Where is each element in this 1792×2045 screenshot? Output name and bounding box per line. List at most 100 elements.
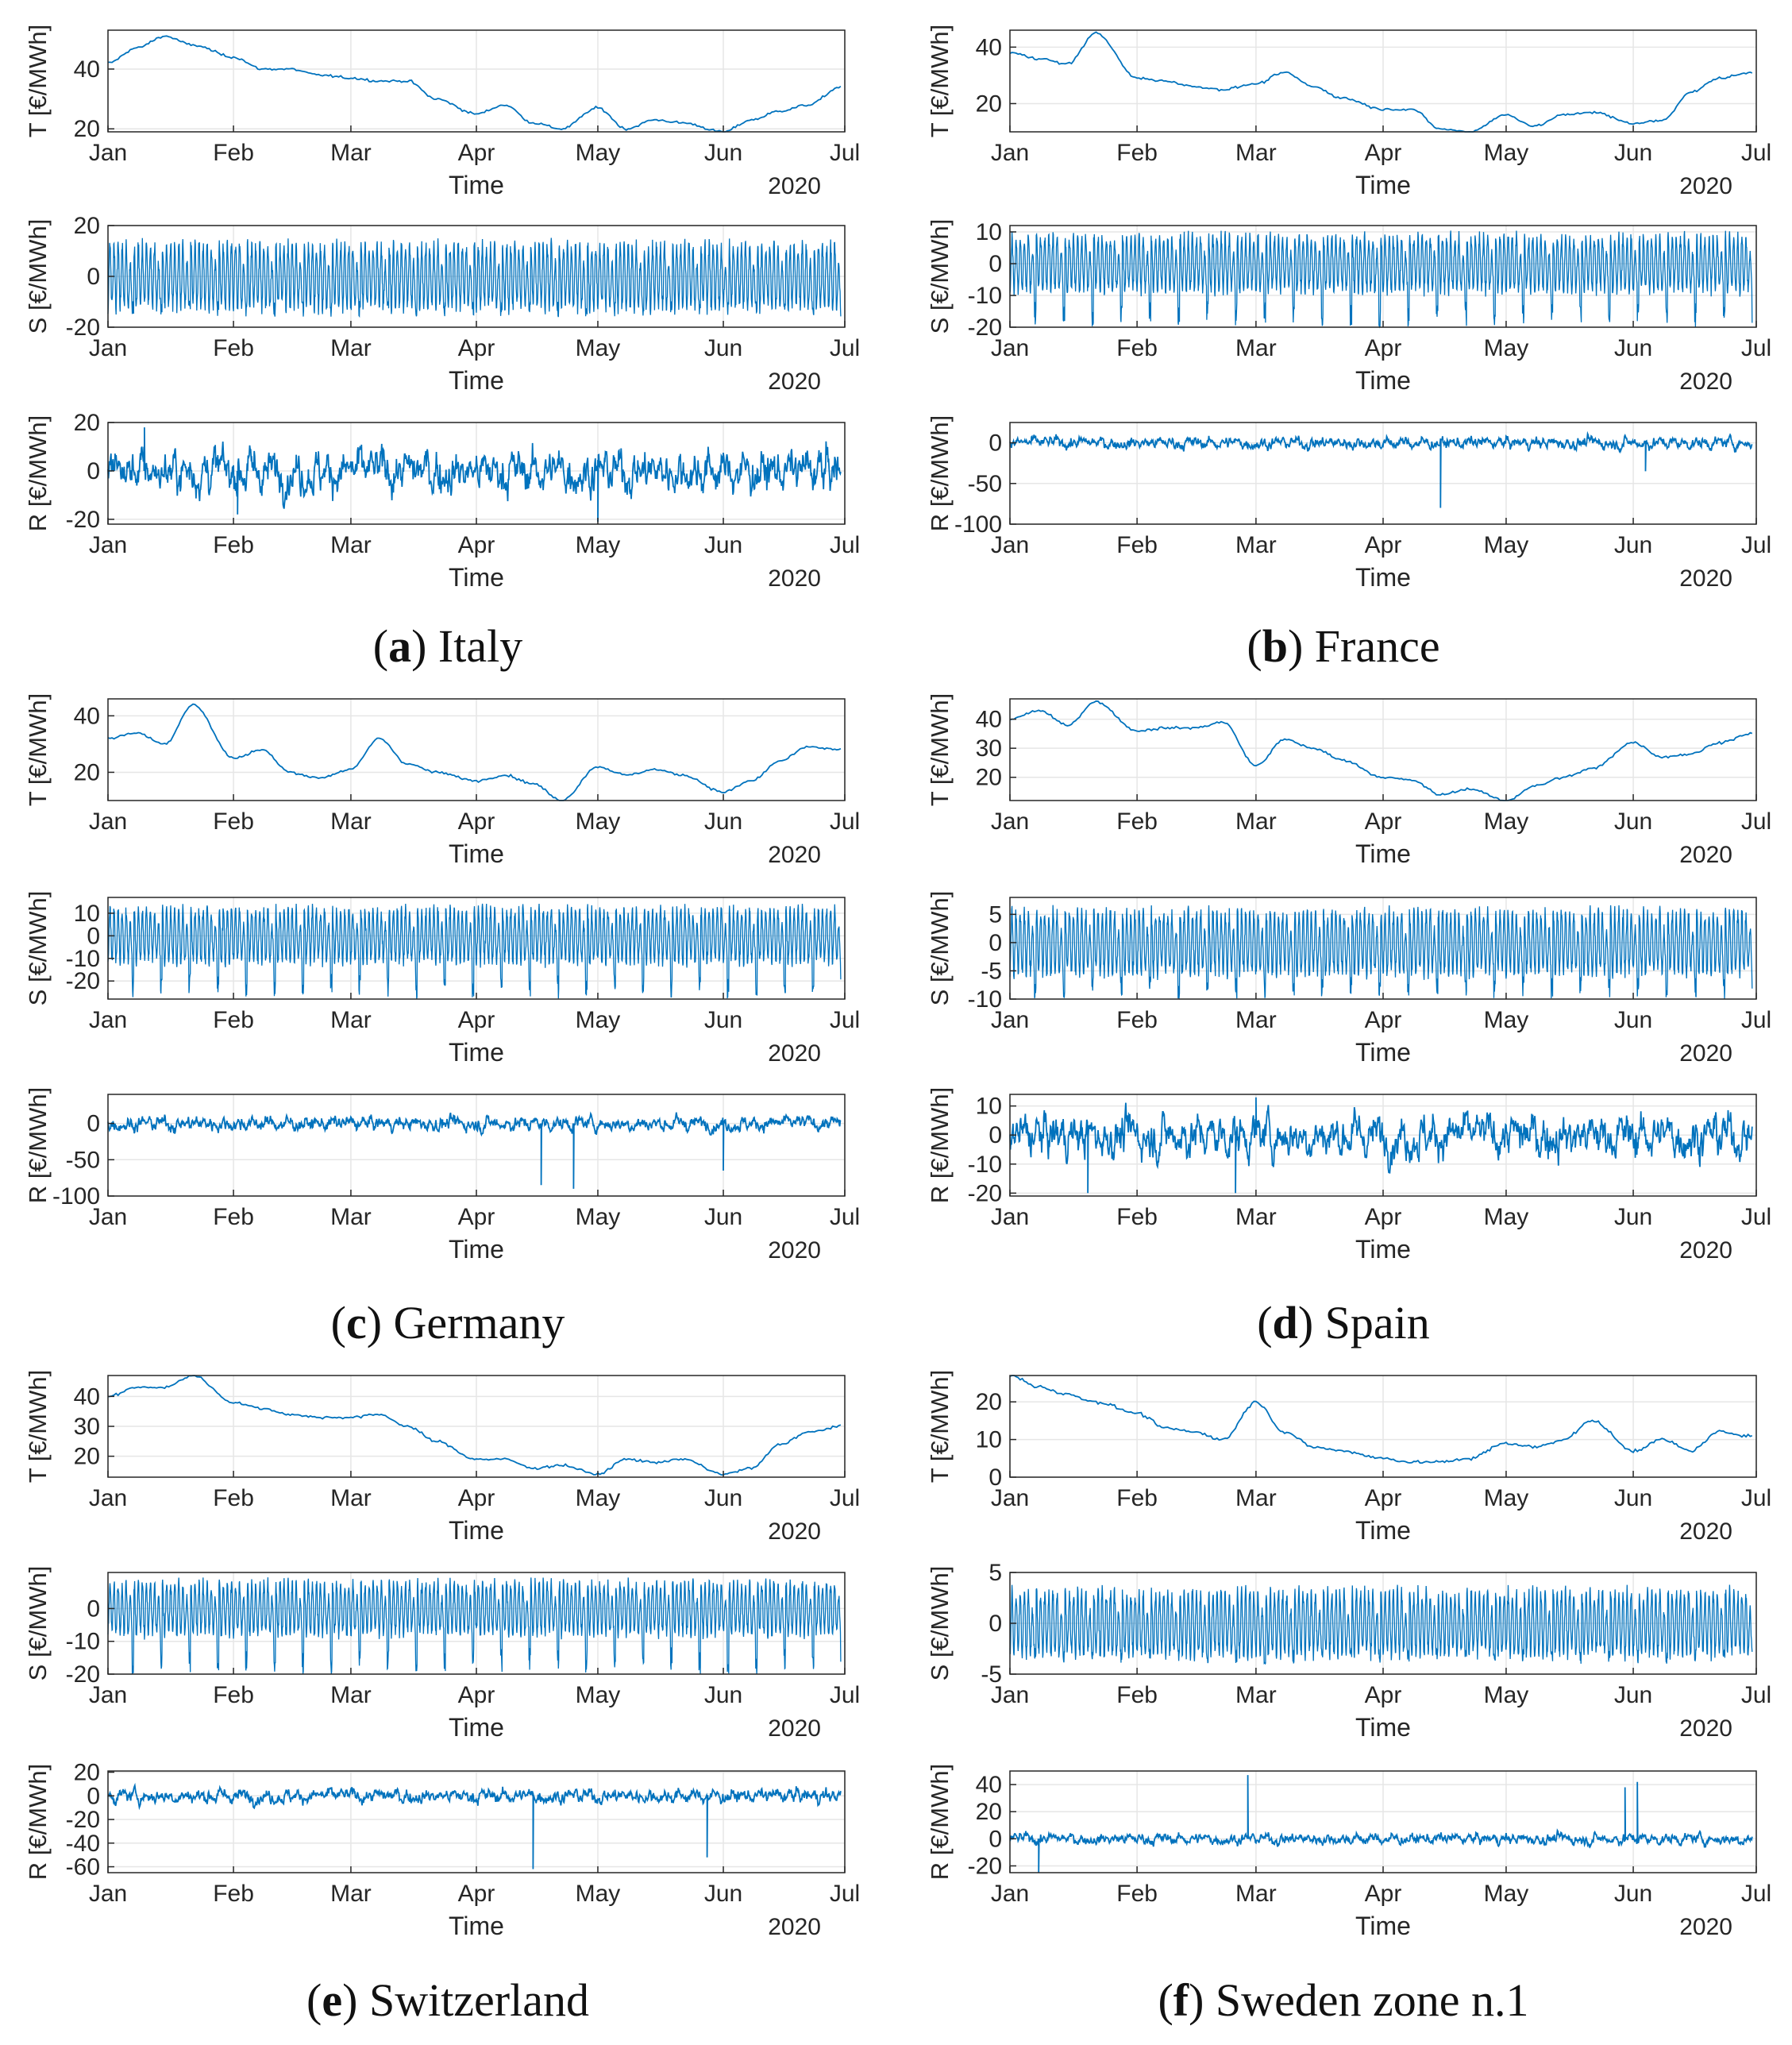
ytick-label: 20	[74, 213, 100, 239]
xtick-label: Jan	[991, 1204, 1029, 1230]
ytick-label: 0	[87, 1595, 100, 1622]
caption-e: (e) Switzerland	[306, 1974, 589, 2026]
ytick-label: -40	[66, 1831, 100, 1857]
ytick-label: 0	[988, 930, 1002, 956]
xtick-label: May	[576, 335, 621, 361]
xtick-label: Mar	[330, 140, 372, 166]
series-line-a-T	[108, 35, 842, 133]
series-line-f-S	[1009, 1584, 1753, 1665]
y-axis-label: T [€/MWh]	[926, 25, 954, 137]
xtick-label: Jun	[704, 1204, 742, 1230]
xtick-label: Apr	[1365, 335, 1402, 361]
xtick-label: Mar	[1235, 1881, 1277, 1907]
ytick-label: 20	[74, 1444, 100, 1470]
xtick-label: May	[576, 532, 621, 558]
x-axis-label: Time	[1355, 1713, 1411, 1742]
year-label: 2020	[1679, 1715, 1732, 1742]
y-axis-label: T [€/MWh]	[926, 1370, 954, 1483]
year-label: 2020	[1679, 1914, 1732, 1940]
x-axis-label: Time	[449, 1912, 504, 1940]
xtick-label: May	[576, 1204, 621, 1230]
year-label: 2020	[768, 1518, 821, 1545]
subplot-e-T: 20 30 40 Jan Feb Mar Apr May Jun Jul Time 2020 T [€/…	[24, 1370, 860, 1545]
xtick-label: Feb	[213, 532, 254, 558]
xtick-label: Jan	[89, 335, 127, 361]
ytick-label: -10	[66, 1629, 100, 1655]
ytick-label: -5	[981, 958, 1002, 984]
xtick-label: Jul	[830, 335, 860, 361]
xtick-label: Jul	[1741, 1682, 1771, 1708]
series-line-c-T	[107, 703, 842, 801]
xtick-label: Jul	[830, 140, 860, 166]
xtick-label: Jan	[991, 808, 1029, 835]
year-label: 2020	[768, 1040, 821, 1067]
ytick-label: 0	[87, 264, 100, 290]
xtick-label: Jun	[1614, 1881, 1652, 1907]
y-axis-label: S [€/MWh]	[24, 1566, 52, 1681]
x-axis-label: Time	[1355, 1235, 1411, 1264]
xtick-label: Jul	[830, 532, 860, 558]
ytick-label: -100	[954, 511, 1002, 538]
ytick-label: -20	[66, 968, 100, 994]
xtick-label: Jan	[89, 1485, 127, 1511]
caption-b: (b) France	[1247, 620, 1440, 672]
xtick-label: Jan	[991, 1007, 1029, 1033]
ytick-label: 20	[74, 116, 100, 142]
panel-c: 20 40 Jan Feb Mar Apr May Jun Jul Time 2020 T [€/MW…	[24, 693, 860, 1264]
xtick-label: May	[576, 140, 621, 166]
x-axis-label: Time	[449, 1235, 504, 1264]
series-line-c-S	[107, 903, 842, 999]
x-axis-label: Time	[1355, 563, 1411, 592]
y-axis-label: T [€/MWh]	[24, 25, 52, 137]
ytick-label: -20	[66, 1807, 100, 1833]
xtick-label: Jul	[1741, 335, 1771, 361]
xtick-label: Jun	[1614, 1682, 1652, 1708]
xtick-label: Mar	[1235, 1204, 1277, 1230]
y-axis-label: R [€/MWh]	[24, 1764, 52, 1880]
xtick-label: Apr	[458, 532, 495, 558]
xtick-label: Jan	[89, 1204, 127, 1230]
xtick-label: Mar	[330, 1485, 372, 1511]
xtick-label: Jan	[991, 1682, 1029, 1708]
xtick-label: Mar	[1235, 335, 1277, 361]
xtick-label: Jul	[1741, 140, 1771, 166]
xtick-label: Jan	[89, 1007, 127, 1033]
x-axis-label: Time	[449, 563, 504, 592]
xtick-label: Jun	[704, 808, 742, 835]
ytick-label: -20	[968, 1180, 1002, 1206]
y-axis-label: R [€/MWh]	[926, 415, 954, 531]
xtick-label: Jan	[991, 335, 1029, 361]
series-line-f-R	[1009, 1775, 1753, 1873]
xtick-label: Mar	[1235, 808, 1277, 835]
ytick-label: 20	[976, 765, 1002, 791]
xtick-label: Jul	[830, 1485, 860, 1511]
xtick-label: Mar	[1235, 1485, 1277, 1511]
ytick-label: 0	[988, 251, 1002, 277]
subplot-e-S: -20 -10 0 Jan Feb Mar Apr May Jun Jul Time 2020 S [€…	[24, 1566, 860, 1742]
year-label: 2020	[1679, 1518, 1732, 1545]
ytick-label: 0	[988, 1464, 1002, 1491]
subplot-b-S: -20 -10 0 10 Jan Feb Mar Apr May Jun Jul Time 2020 S …	[926, 219, 1771, 395]
xtick-label: May	[1484, 1007, 1529, 1033]
xtick-label: Apr	[1365, 1682, 1402, 1708]
xtick-label: Jun	[1614, 1485, 1652, 1511]
ytick-label: 5	[988, 1560, 1002, 1586]
series-line-d-T	[1009, 700, 1753, 801]
x-axis-label: Time	[1355, 1516, 1411, 1545]
xtick-label: Mar	[330, 808, 372, 835]
ytick-label: -10	[968, 986, 1002, 1013]
x-axis-label: Time	[1355, 1912, 1411, 1940]
xtick-label: Jun	[1614, 1007, 1652, 1033]
ytick-label: 40	[74, 1383, 100, 1410]
xtick-label: Jul	[830, 1007, 860, 1033]
x-axis-label: Time	[1355, 366, 1411, 395]
xtick-label: Jul	[830, 1204, 860, 1230]
xtick-label: Jan	[89, 140, 127, 166]
series-line-a-S	[107, 237, 842, 318]
ytick-label: -20	[66, 1661, 100, 1688]
year-label: 2020	[768, 1237, 821, 1264]
